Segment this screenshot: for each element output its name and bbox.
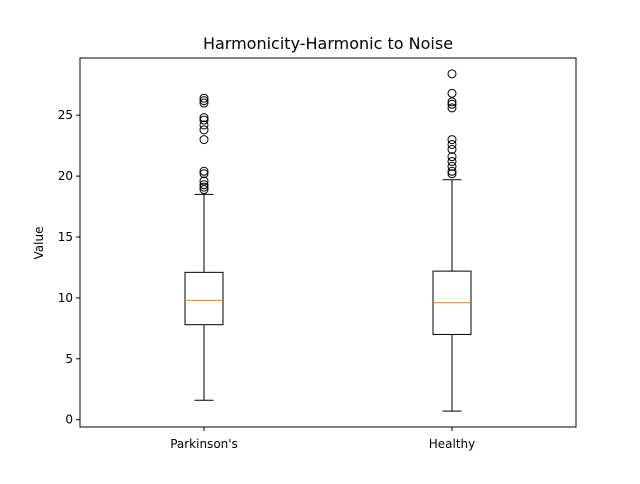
outlier-point bbox=[447, 157, 457, 167]
plot-area: 0 5 10 15 20 25 Parkinson's Healthy bbox=[58, 57, 577, 451]
x-tick-label: Healthy bbox=[429, 437, 476, 451]
outlier-point bbox=[447, 99, 457, 109]
outlier-point bbox=[447, 69, 457, 79]
outlier-point bbox=[199, 113, 209, 123]
outlier-point bbox=[447, 161, 457, 171]
outlier-point bbox=[447, 97, 457, 107]
outlier-point bbox=[199, 176, 209, 186]
outlier-point bbox=[447, 135, 457, 145]
y-tick-label: 25 bbox=[58, 108, 73, 122]
outlier-point bbox=[199, 98, 209, 108]
outlier-point bbox=[199, 125, 209, 135]
chart-title: Harmonicity-Harmonic to Noise bbox=[203, 34, 453, 53]
outlier-point bbox=[199, 93, 209, 103]
outlier-point bbox=[199, 180, 209, 190]
outlier-point bbox=[199, 166, 209, 176]
outlier-point bbox=[447, 144, 457, 154]
y-tick-label: 15 bbox=[58, 230, 73, 244]
outlier-point bbox=[199, 169, 209, 179]
outlier-point bbox=[199, 135, 209, 145]
y-tick-label: 5 bbox=[65, 352, 73, 366]
outlier-point bbox=[199, 182, 209, 192]
outlier-point bbox=[199, 120, 209, 130]
outlier-point bbox=[447, 103, 457, 113]
outlier-point bbox=[447, 152, 457, 162]
outlier-point bbox=[447, 88, 457, 98]
outlier-point bbox=[199, 115, 209, 125]
outlier-point bbox=[199, 185, 209, 195]
plot-frame bbox=[79, 57, 577, 428]
outlier-point bbox=[447, 166, 457, 176]
y-tick-label: 0 bbox=[65, 413, 73, 427]
y-axis-label: Value bbox=[32, 227, 46, 260]
iqr-box bbox=[184, 271, 224, 326]
x-tick-label: Parkinson's bbox=[170, 437, 238, 451]
y-tick-label: 10 bbox=[58, 291, 73, 305]
outlier-point bbox=[199, 96, 209, 106]
outlier-point bbox=[447, 139, 457, 149]
y-tick-label: 20 bbox=[58, 169, 73, 183]
outlier-point bbox=[447, 169, 457, 179]
